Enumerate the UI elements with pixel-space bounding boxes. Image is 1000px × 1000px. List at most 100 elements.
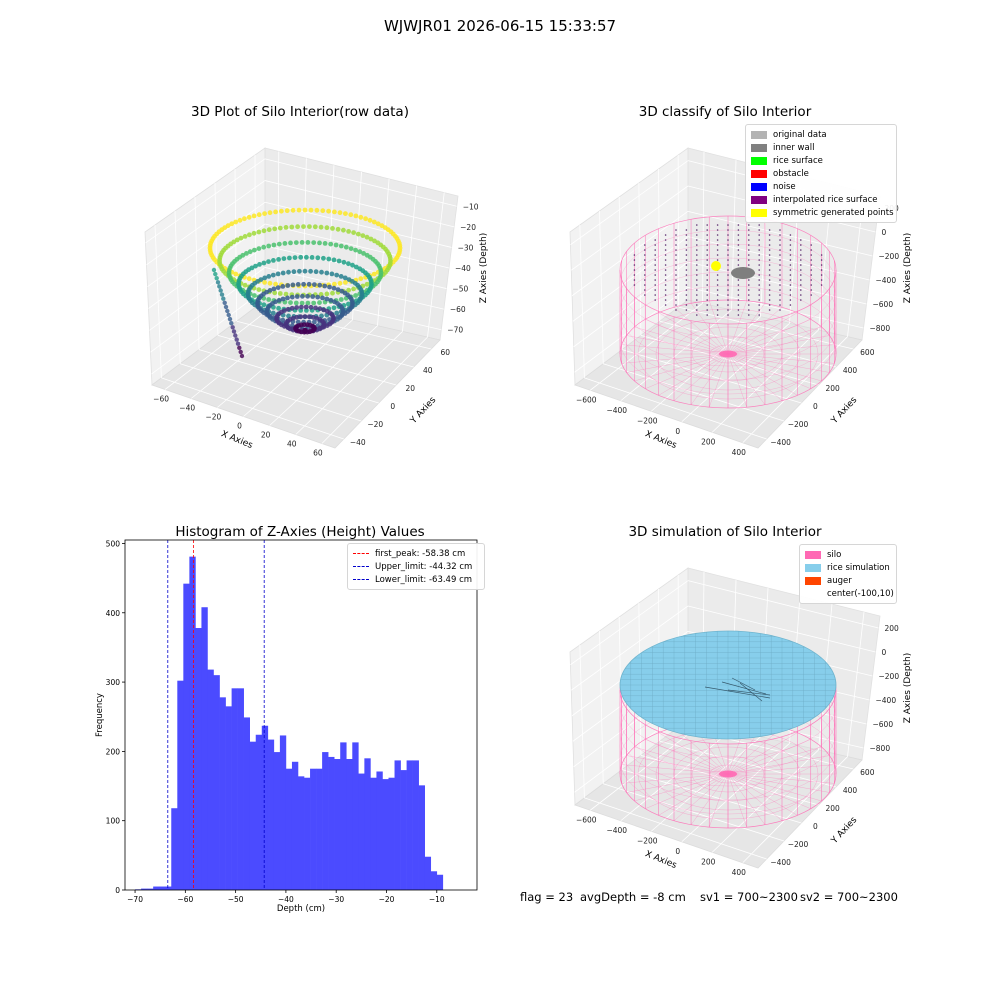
plot1-data-point xyxy=(256,229,262,235)
plot2-ticks: −600−400−2000200400−400−2000200400600−80… xyxy=(576,204,899,457)
plot1-data-point xyxy=(275,285,281,290)
histogram-bar xyxy=(189,556,196,890)
plot2-surface-point xyxy=(716,309,719,311)
plot1-data-point xyxy=(223,304,229,310)
plot2-surface-point xyxy=(727,264,729,266)
legend-label: first_peak: -58.38 cm xyxy=(375,548,466,559)
plot1-data-point xyxy=(290,315,296,321)
plot2-surface-point xyxy=(758,229,760,231)
plot1-data-point xyxy=(282,308,287,313)
plot1-data-point xyxy=(256,246,262,252)
plot4-xtick-label: −600 xyxy=(576,815,597,824)
plot1-data-point xyxy=(304,254,309,260)
plot3-xlabel: Depth (cm) xyxy=(277,904,325,914)
plot1-data-point xyxy=(348,246,354,252)
plot2-surface-point xyxy=(758,269,760,271)
plot1-data-point xyxy=(310,314,316,320)
plot2-title: 3D classify of Silo Interior xyxy=(638,104,812,120)
histogram-bar xyxy=(424,856,432,890)
plot2-surface-point xyxy=(779,294,781,296)
plot2-surface-point xyxy=(654,269,656,271)
plot2-surface-point xyxy=(758,299,760,301)
histogram-bar xyxy=(376,771,383,890)
plot1-point-cloud xyxy=(207,207,403,359)
plot2-surface-point xyxy=(748,289,750,291)
plot2-surface-point xyxy=(706,299,708,301)
plot2-surface-point xyxy=(706,229,708,231)
plot2-surface-point xyxy=(716,254,719,256)
plot2-surface-point xyxy=(644,279,646,281)
plot1-data-point xyxy=(226,312,231,318)
plot2-surface-point xyxy=(810,279,812,281)
plot2-surface-point xyxy=(716,284,719,286)
plot1-data-point xyxy=(288,240,293,246)
legend-label: center(-100,10) xyxy=(827,588,894,599)
plot2-surface-point xyxy=(685,299,688,301)
plot2-legend: original data inner wall rice surface obsta… xyxy=(745,124,897,223)
plot2-surface-point xyxy=(644,244,646,246)
plot2-surface-point xyxy=(654,299,656,301)
plot2-surface-point xyxy=(779,304,781,306)
plot1-xtick-label: −60 xyxy=(153,395,169,404)
plot1-data-point xyxy=(273,281,278,287)
plot1-data-point xyxy=(307,224,312,230)
plot1-data-point xyxy=(309,255,315,260)
plot4-xtick-label: 0 xyxy=(675,847,680,856)
plot4-xtick-label: −400 xyxy=(606,826,627,835)
plot2-surface-point xyxy=(685,294,688,296)
plot1-data-point xyxy=(214,276,219,281)
plot1-data-point xyxy=(342,275,348,281)
auger-line xyxy=(731,677,756,691)
plot2-surface-point xyxy=(696,274,698,276)
plot4-ytick-label: 0 xyxy=(813,822,818,831)
histogram-bar xyxy=(291,761,299,890)
histogram-xtick-label: −20 xyxy=(379,895,395,904)
plot1-data-point xyxy=(306,281,312,287)
plot1-data-point xyxy=(211,267,217,273)
plot2-surface-point xyxy=(654,254,656,256)
plot2-surface-point xyxy=(654,259,656,261)
plot1-data-point xyxy=(302,314,308,319)
plot1-data-point xyxy=(247,249,253,255)
plot1-data-point xyxy=(281,256,287,261)
plot2-surface-point xyxy=(727,274,729,276)
plot1-data-point xyxy=(363,216,368,222)
silo-floor-ring xyxy=(655,317,801,391)
plot1-data-point xyxy=(300,293,305,299)
plot1-data-point xyxy=(353,213,359,219)
plot4-ylabel: Y Axies xyxy=(829,815,859,847)
legend-item: first_peak: -58.38 cm xyxy=(353,547,479,560)
plot2-surface-point xyxy=(800,274,802,276)
silo-center-mark xyxy=(719,770,737,778)
plot2-surface-point xyxy=(727,304,729,306)
auger-line xyxy=(739,682,763,702)
plot2-surface-point xyxy=(633,259,636,261)
plot1-data-point xyxy=(256,287,262,292)
plot1-data-point xyxy=(328,241,334,247)
plot2-surface-point xyxy=(789,239,792,241)
plot2-surface-point xyxy=(737,284,740,286)
plot2-surface-point xyxy=(820,264,823,266)
plot1-data-point xyxy=(225,223,231,229)
histogram-bar xyxy=(219,697,226,890)
plot2-surface-point xyxy=(800,254,802,256)
plot1-data-point xyxy=(346,229,351,234)
plot2-surface-point xyxy=(664,274,667,276)
plot2-surface-point xyxy=(748,234,750,236)
histogram-bar xyxy=(364,758,371,890)
plot2-surface-point xyxy=(696,254,698,256)
plot1-data-point xyxy=(313,305,318,311)
plot2-surface-point xyxy=(727,224,729,226)
histogram-bar xyxy=(334,759,341,890)
plot1-xtick-label: 60 xyxy=(313,449,323,458)
plot1-data-point xyxy=(229,221,235,227)
plot2-surface-point xyxy=(706,239,708,241)
plot4-zlabel: Z Axies (Depth) xyxy=(903,653,913,724)
histogram-bar xyxy=(261,725,269,890)
plot2-surface-point xyxy=(685,269,688,271)
plot2-surface-point xyxy=(810,259,812,261)
legend-item: symmetric generated points xyxy=(751,206,894,219)
plot1-data-point xyxy=(326,208,331,214)
plot1-data-point xyxy=(284,208,290,214)
plot1-data-point xyxy=(305,300,311,306)
